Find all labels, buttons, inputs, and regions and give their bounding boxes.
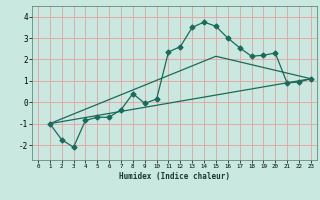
X-axis label: Humidex (Indice chaleur): Humidex (Indice chaleur) [119, 172, 230, 181]
